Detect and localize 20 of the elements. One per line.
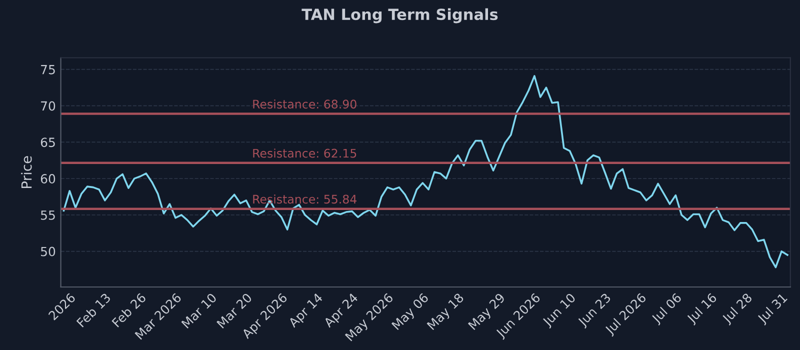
x-tick-label: Jul 06 bbox=[650, 292, 684, 326]
x-tick-label: Jul 16 bbox=[686, 292, 719, 326]
x-tick-label: Apr 14 bbox=[288, 292, 325, 330]
y-tick-label: 75 bbox=[41, 65, 55, 74]
ref-line-label: Resistance: 62.15 bbox=[253, 148, 356, 158]
y-tick-label: 50 bbox=[40, 246, 56, 256]
ref-line-label: Resistance: 68.90 bbox=[253, 99, 356, 109]
y-tick-label: 65 bbox=[40, 138, 55, 148]
ref-line-label: Resistance: 55.84 bbox=[253, 194, 357, 204]
x-tick-label: Jun 10 bbox=[542, 292, 578, 329]
y-tick-label: 60 bbox=[40, 174, 56, 184]
chart-title: TAN Long Term Signals bbox=[302, 8, 498, 24]
y-tick-label: 70 bbox=[41, 101, 56, 111]
x-tick-label: Jul 28 bbox=[721, 292, 754, 326]
y-axis-title: Price bbox=[21, 156, 32, 188]
line-series bbox=[62, 75, 788, 268]
x-tick-label: Feb 13 bbox=[76, 292, 112, 328]
x-tick-label: Jul 31 bbox=[756, 292, 790, 326]
y-tick-label: 55 bbox=[40, 210, 55, 220]
x-tick-label: Mar 10 bbox=[181, 292, 218, 329]
